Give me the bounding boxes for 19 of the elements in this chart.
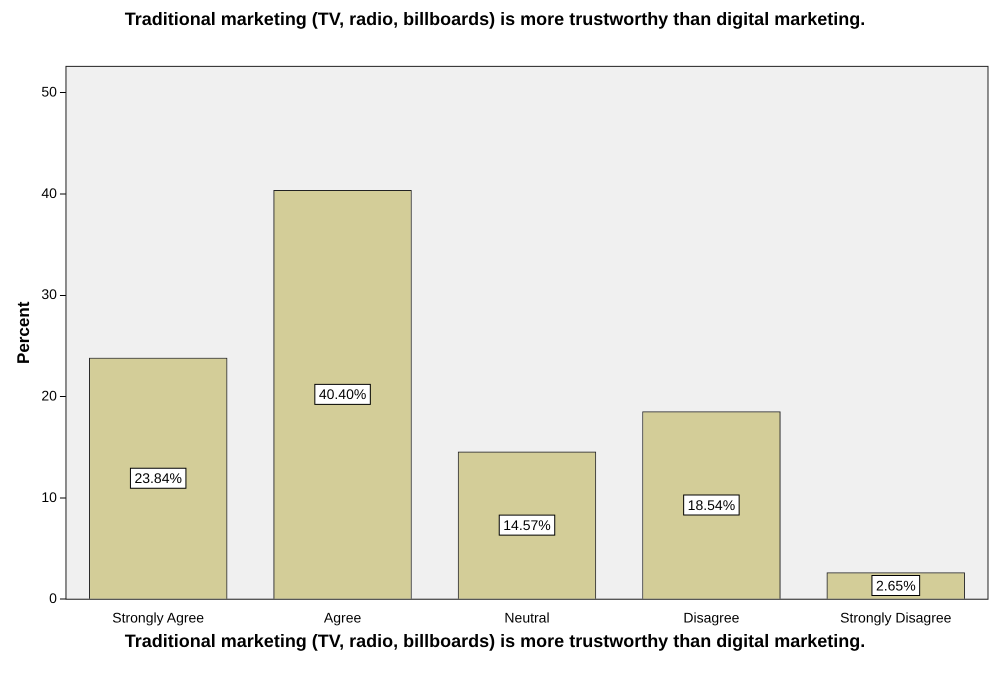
y-tick-label: 30 xyxy=(41,286,58,302)
x-axis-title: Traditional marketing (TV, radio, billboards) is more trustworthy than digital marketing. xyxy=(124,630,866,651)
x-tick-label: Strongly Disagree xyxy=(840,609,952,626)
data-label: 23.84% xyxy=(134,470,182,486)
data-label: 14.57% xyxy=(503,517,551,534)
y-axis-title: Percent xyxy=(14,301,33,364)
x-tick-label: Agree xyxy=(324,609,362,626)
y-tick-label: 50 xyxy=(41,84,58,100)
data-label: 18.54% xyxy=(688,496,736,513)
y-tick-label: 20 xyxy=(41,387,58,404)
chart-title: Traditional marketing (TV, radio, billboards) is more trustworthy than digital marketing. xyxy=(124,8,866,31)
y-tick-label: 0 xyxy=(49,590,58,606)
y-tick-label: 10 xyxy=(41,488,58,505)
data-label: 2.65% xyxy=(876,577,916,594)
data-label: 40.40% xyxy=(318,386,366,402)
y-tick-label: 40 xyxy=(41,184,58,201)
x-tick-label: Strongly Agree xyxy=(112,609,204,626)
x-tick-label: Disagree xyxy=(683,609,740,626)
x-tick-label: Neutral xyxy=(504,609,550,626)
